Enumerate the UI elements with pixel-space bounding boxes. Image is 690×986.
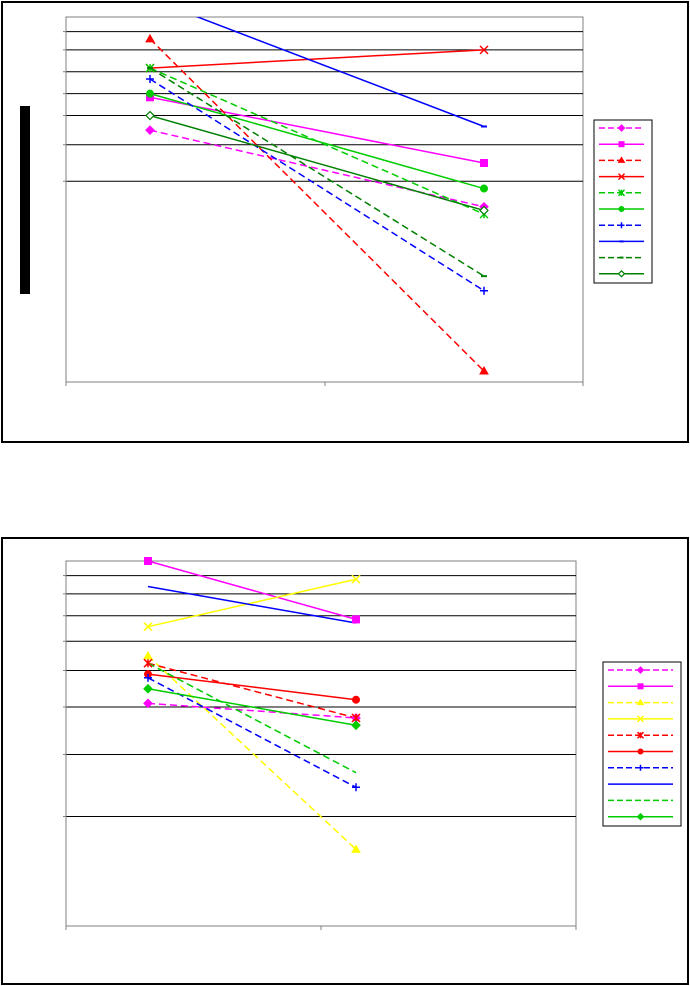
chart-2-series-3-point-1 (143, 650, 153, 660)
chart-1-legend-entry-3 (599, 156, 644, 163)
chart-2 (1, 537, 689, 985)
chart-1-legend-entry-1 (599, 124, 644, 132)
chart-1-legend-marker-7 (618, 222, 625, 229)
chart-2-legend-entry-7 (608, 764, 673, 771)
chart-2-series-2-point-1 (144, 557, 152, 565)
chart-2-series-5-line (147, 662, 357, 719)
chart-2-series-8-line (147, 585, 357, 624)
chart-1-legend-marker-4 (617, 173, 626, 181)
chart-2-legend-entry-1 (608, 666, 673, 674)
chart-1-legend-marker-3 (617, 156, 626, 163)
chart-1-legend (593, 119, 653, 284)
chart-1-ylabel-block (20, 106, 30, 294)
chart-2-legend-marker-3 (636, 698, 645, 706)
chart-2-series-3-line (147, 655, 357, 850)
chart-2-series-10-line (147, 688, 357, 726)
chart-2-series-10-point-2 (351, 720, 361, 731)
chart-1-series-10-point-2 (479, 205, 489, 216)
chart-1-series-2-line (149, 96, 485, 164)
chart-2-legend-marker-10 (636, 812, 645, 821)
chart-2-series-7-point-1 (144, 673, 152, 682)
chart-2-series-5-point-1 (143, 658, 153, 668)
chart-2-legend-entry-10 (608, 812, 673, 821)
chart-2-legend-box (602, 661, 682, 827)
chart-1-series-6-line (149, 92, 485, 190)
chart-1-legend-marker-5 (617, 189, 626, 197)
chart-2-series-7-point-2 (352, 783, 360, 792)
chart-2-legend-marker-1 (636, 666, 645, 674)
chart-2-plot-area (65, 560, 577, 927)
chart-1-series-1-line (149, 129, 485, 208)
chart-2-series-1-line (147, 702, 357, 719)
chart-1-legend-entry-4 (599, 173, 644, 181)
chart-1-legend-entry-10 (599, 269, 644, 278)
chart-2-series-4-line (147, 578, 357, 628)
chart-2-series-group (147, 561, 357, 850)
chart-2-legend-marker-7 (637, 764, 644, 771)
chart-2-legend-entry-3 (608, 698, 673, 706)
chart-1-legend-entry-7 (599, 222, 644, 229)
chart-1-series-2-point-2 (480, 159, 488, 167)
chart-2-series-4-point-2 (351, 574, 361, 584)
chart-1-series-10-point-1 (145, 110, 155, 121)
chart-2-legend (602, 661, 682, 827)
chart-2-legend-marker-6 (637, 748, 644, 755)
chart-1-legend-entry-2 (599, 141, 644, 148)
chart-2-legend-marker-5 (636, 731, 645, 739)
chart-2-legend-marker-2 (637, 683, 644, 690)
chart-1-series-8-line (195, 17, 485, 128)
chart-1-legend-marker-10 (617, 269, 626, 278)
chart-2-series-2-point-2 (352, 615, 360, 624)
chart-1-plot-area (65, 16, 584, 383)
chart-2-series-1-point-1 (143, 698, 153, 709)
chart-2-series-3-point-2 (351, 844, 361, 853)
chart-1-series-3-point-2 (479, 366, 489, 375)
chart-1-series-6-point-2 (480, 184, 488, 193)
chart-1-series-6-point-1 (146, 89, 154, 98)
chart-2-legend-marker-4 (636, 715, 645, 723)
chart-1-series-4-point-2 (479, 45, 489, 55)
chart-1-markers-group (145, 33, 489, 375)
chart-2-series-10-point-1 (143, 683, 153, 694)
chart-1-legend-marker-2 (618, 141, 625, 148)
chart-1-series-4-line (149, 49, 485, 69)
chart-1-legend-marker-6 (618, 206, 625, 212)
chart-2-legend-entry-5 (608, 731, 673, 739)
chart-1-series-7-point-1 (146, 75, 154, 84)
chart-2-gridlines (66, 575, 576, 817)
chart-1-legend-entry-5 (599, 189, 644, 197)
chart-2-series-4-point-1 (143, 622, 153, 632)
chart-1-series-10-line (149, 114, 485, 212)
chart-1-series-3-point-1 (145, 33, 155, 43)
chart-2-series-2-line (147, 561, 357, 621)
chart-1 (1, 1, 689, 443)
chart-2-legend-entry-6 (608, 748, 673, 755)
chart-1-legend-marker-1 (617, 124, 626, 132)
chart-2-series-6-line (147, 673, 357, 701)
chart-2-series-7-line (147, 677, 357, 788)
chart-1-legend-entry-6 (599, 206, 644, 212)
chart-2-series-9-line (147, 662, 357, 774)
chart-1-series-3-line (149, 38, 485, 372)
chart-2-series-6-point-2 (352, 695, 360, 704)
chart-1-series-7-point-2 (480, 286, 488, 295)
chart-2-markers-group (143, 557, 361, 853)
chart-1-series-1-point-1 (145, 125, 155, 135)
chart-2-legend-entry-2 (608, 683, 673, 690)
chart-1-series-group (149, 17, 485, 372)
chart-2-legend-entry-4 (608, 715, 673, 723)
